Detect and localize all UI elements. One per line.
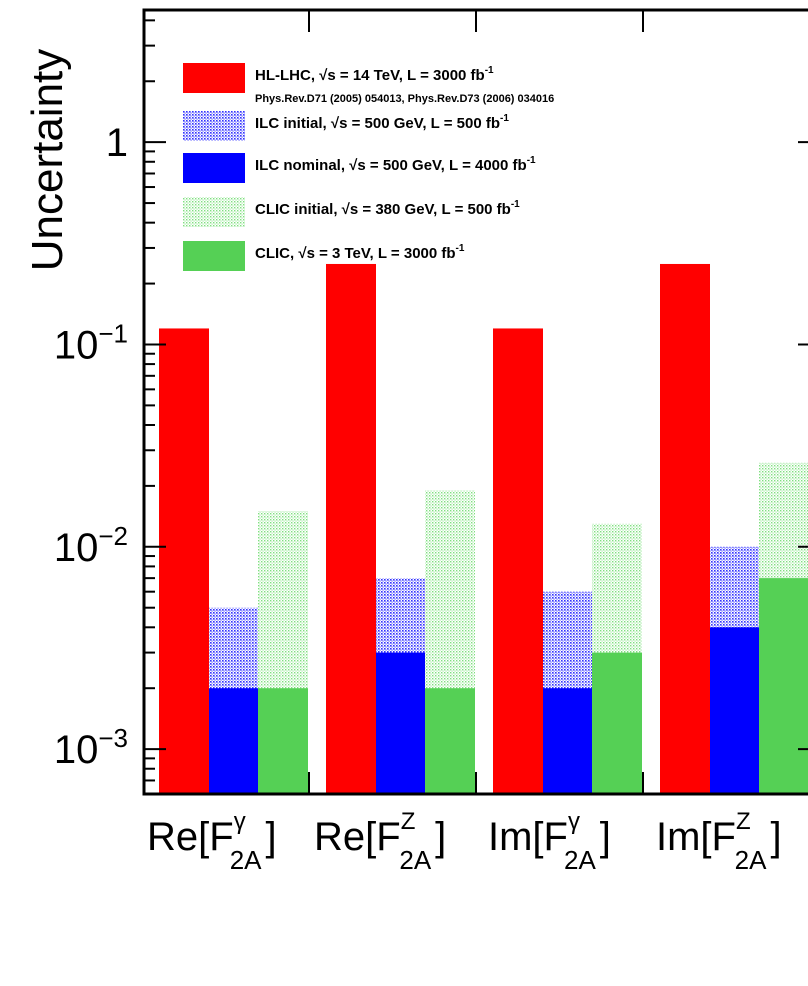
legend-label-3: ILC nominal, √s = 500 GeV, L = 4000 fb-1 <box>255 155 536 174</box>
legend-swatch-4 <box>183 197 245 227</box>
legend-swatch-2 <box>183 111 245 141</box>
category-label-3: Im[Fγ 2A] <box>488 808 611 875</box>
legend-label-2: ILC initial, √s = 500 GeV, L = 500 fb-1 <box>255 113 509 132</box>
bar-clic-3 <box>592 652 642 794</box>
y-tick-label: 10−3 <box>54 723 128 772</box>
bar-clic-4 <box>759 578 808 794</box>
y-tick-label: 10−1 <box>54 318 128 367</box>
legend-swatch-5 <box>183 241 245 271</box>
y-axis-label: Uncertainty <box>23 49 72 272</box>
bar-ilc-nominal-4 <box>710 627 759 794</box>
bar-hllhc-4 <box>660 263 710 794</box>
bar-hllhc-2 <box>326 263 376 794</box>
bar-hllhc-3 <box>493 328 543 794</box>
bar-ilc-nominal-1 <box>209 688 258 794</box>
y-tick-label: 1 <box>106 121 128 165</box>
category-label-4: Im[FZ 2A] <box>656 808 782 875</box>
category-labels: Re[Fγ 2A] Re[FZ 2A] Im[Fγ 2A] Im[FZ 2A] <box>147 808 782 875</box>
bar-hllhc-1 <box>159 328 209 794</box>
plot-frame <box>142 8 808 796</box>
bar-ilc-nominal-3 <box>543 688 592 794</box>
category-label-1: Re[Fγ 2A] <box>147 808 277 875</box>
legend-label-5: CLIC, √s = 3 TeV, L = 3000 fb-1 <box>255 243 465 262</box>
y-tick-label: 10−2 <box>54 521 128 570</box>
legend-label-4: CLIC initial, √s = 380 GeV, L = 500 fb-1 <box>255 199 520 218</box>
legend-swatch-3 <box>183 153 245 183</box>
bars-group <box>159 263 808 794</box>
legend-label-1: HL-LHC, √s = 14 TeV, L = 3000 fb-1 <box>255 65 494 84</box>
y-tick-labels: 10−3 10−2 10−1 1 <box>54 121 128 772</box>
legend-reference-note: Phys.Rev.D71 (2005) 054013, Phys.Rev.D73… <box>255 93 554 105</box>
axes-group <box>142 8 808 796</box>
legend: HL-LHC, √s = 14 TeV, L = 3000 fb-1 Phys.R… <box>183 63 554 271</box>
bar-clic-2 <box>425 688 475 794</box>
legend-swatch-1 <box>183 63 245 93</box>
bar-clic-1 <box>258 688 308 794</box>
category-label-2: Re[FZ 2A] <box>314 808 446 875</box>
bar-ilc-nominal-2 <box>376 652 425 794</box>
